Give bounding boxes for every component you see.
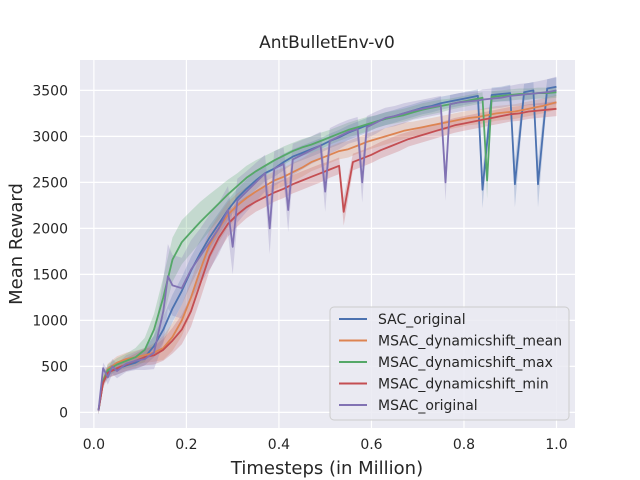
legend: SAC_original MSAC_dynamicshift_mean MSAC_d… [329, 306, 570, 421]
legend-label: SAC_original [378, 312, 466, 328]
x-tick-label: 0.2 [175, 437, 197, 453]
legend-label: MSAC_original [378, 398, 478, 414]
legend-box [329, 306, 570, 421]
x-tick-label: 0.8 [453, 437, 475, 453]
x-tick-label: 1.0 [545, 437, 567, 453]
y-tick-label: 1000 [32, 313, 68, 329]
x-axis-label: Timesteps (in Million) [230, 458, 423, 479]
y-tick-label: 0 [59, 405, 68, 421]
y-tick-label: 3000 [32, 129, 68, 145]
y-tick-label: 1500 [32, 267, 68, 283]
line-MSAC_dynamicshift_max [97, 91, 557, 411]
line-MSAC_dynamicshift_mean [97, 101, 557, 411]
y-tick-label: 500 [41, 359, 68, 375]
chart-title: AntBulletEnv-v0 [259, 33, 395, 53]
line-MSAC_dynamicshift_min [97, 107, 557, 411]
band-MSAC_original [98, 76, 557, 415]
y-axis-label: Mean Reward [6, 183, 27, 305]
x-tick-label: 0.4 [268, 437, 290, 453]
x-tick-label: 0.0 [83, 437, 105, 453]
legend-label: MSAC_dynamicshift_min [378, 377, 549, 393]
x-tick-label: 0.6 [360, 437, 382, 453]
band-MSAC_dynamicshift_max [98, 86, 557, 415]
legend-label: MSAC_dynamicshift_mean [378, 334, 562, 350]
y-tick-label: 2000 [32, 221, 68, 237]
x-tick-labels: 0.0 0.2 0.4 0.6 0.8 1.0 [83, 437, 568, 453]
y-tick-label: 2500 [32, 175, 68, 191]
y-tick-label: 3500 [32, 83, 68, 99]
series-lines [97, 85, 557, 411]
grid [80, 60, 575, 428]
line-MSAC_original [97, 89, 557, 411]
legend-label: MSAC_dynamicshift_max [378, 355, 553, 371]
y-tick-labels: 0 500 1000 1500 2000 2500 3000 3500 [32, 83, 68, 421]
